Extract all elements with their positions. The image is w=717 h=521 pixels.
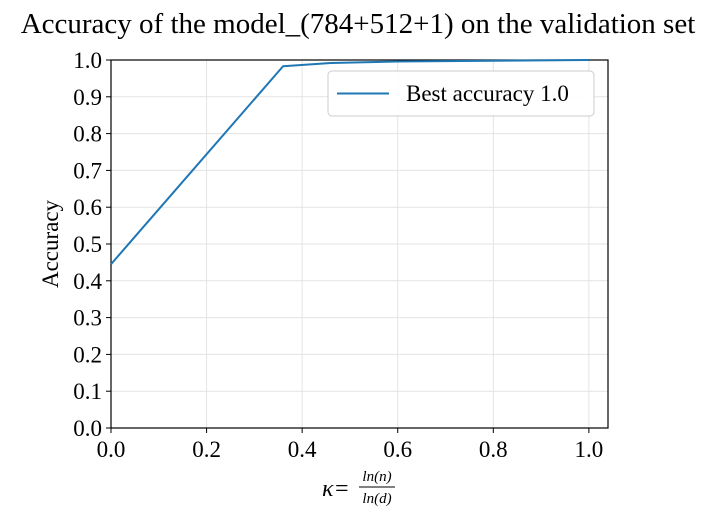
x-tick-label: 1.0 bbox=[575, 437, 604, 462]
legend-box bbox=[327, 70, 595, 117]
grid-lines bbox=[110, 59, 608, 429]
x-axis-label-numerator: ln(n) bbox=[362, 469, 391, 485]
x-tick-label: 0.4 bbox=[288, 437, 317, 462]
y-tick-label: 0.8 bbox=[73, 122, 102, 147]
x-axis-ticks: 0.0 0.2 0.4 0.6 0.8 1.0 bbox=[97, 428, 604, 462]
x-tick-label: 0.6 bbox=[383, 437, 412, 462]
x-tick-label: 0.8 bbox=[479, 437, 508, 462]
y-tick-label: 0.9 bbox=[73, 85, 102, 110]
x-tick-label: 0.0 bbox=[97, 437, 126, 462]
x-axis-label: κ= ln(n) ln(d) bbox=[322, 469, 395, 507]
series-lines bbox=[110, 59, 589, 265]
legend-label: Best accuracy 1.0 bbox=[406, 81, 569, 106]
series-line bbox=[110, 59, 589, 265]
y-axis-ticks: 0.0 0.1 0.2 0.3 0.4 0.5 0.6 0.7 0.8 0.9 1.0 bbox=[73, 48, 111, 441]
y-tick-label: 1.0 bbox=[73, 48, 102, 73]
chart-title: Accuracy of the model_(784+512+1) on the… bbox=[21, 8, 696, 40]
y-tick-label: 0.0 bbox=[73, 416, 102, 441]
y-tick-label: 0.2 bbox=[73, 342, 102, 367]
y-axis-label: Accuracy bbox=[38, 199, 63, 288]
y-tick-label: 0.7 bbox=[73, 158, 102, 183]
y-tick-label: 0.4 bbox=[73, 269, 102, 294]
legend: Best accuracy 1.0 bbox=[327, 70, 595, 117]
x-axis-label-prefix: κ= bbox=[322, 476, 350, 502]
y-tick-label: 0.5 bbox=[73, 232, 102, 257]
y-tick-label: 0.3 bbox=[73, 306, 102, 331]
x-tick-label: 0.2 bbox=[192, 437, 221, 462]
x-axis-label-denominator: ln(d) bbox=[362, 491, 391, 507]
y-tick-label: 0.6 bbox=[73, 195, 102, 220]
y-tick-label: 0.1 bbox=[73, 379, 102, 404]
